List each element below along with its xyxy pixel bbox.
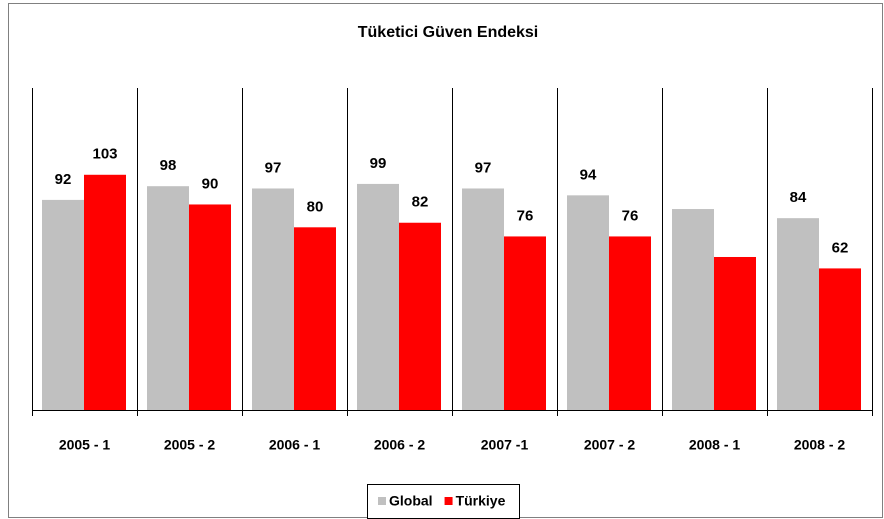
bar	[357, 183, 399, 410]
x-tick-label: 2007 - 2	[584, 437, 636, 453]
bar	[462, 188, 504, 410]
data-label: 97	[265, 159, 282, 176]
bar	[399, 222, 441, 410]
bar	[609, 236, 651, 410]
legend-swatch	[378, 497, 386, 505]
bar	[672, 209, 714, 410]
data-label: 82	[412, 194, 429, 211]
chart-title: Tüketici Güven Endeksi	[358, 24, 539, 41]
data-label: 97	[475, 159, 492, 176]
bar	[567, 195, 609, 410]
x-tick-label: 2006 - 1	[269, 437, 321, 453]
bar	[777, 218, 819, 410]
bar	[147, 186, 189, 410]
data-label: 62	[832, 239, 849, 256]
legend-box	[367, 484, 520, 519]
bar	[819, 268, 861, 410]
x-tick-label: 2006 - 2	[374, 437, 426, 453]
bar	[42, 199, 84, 410]
x-tick-label: 2008 - 2	[794, 437, 846, 453]
legend-label: Türkiye	[456, 493, 506, 509]
data-label: 99	[370, 155, 387, 172]
data-label: 76	[517, 207, 534, 224]
x-tick-label: 2007 -1	[481, 437, 529, 453]
legend-swatch	[444, 497, 453, 505]
legend-label: Global	[389, 493, 433, 509]
x-tick-label: 2008 - 1	[689, 437, 741, 453]
data-label: 98	[160, 157, 177, 174]
data-label: 103	[92, 146, 117, 163]
bar	[294, 227, 336, 410]
data-label: 84	[790, 189, 807, 206]
bar	[504, 236, 546, 410]
x-tick-label: 2005 - 2	[164, 437, 216, 453]
bar	[84, 174, 126, 410]
data-label: 94	[580, 166, 597, 183]
bar	[189, 204, 231, 410]
data-label: 92	[55, 171, 72, 188]
bar	[252, 188, 294, 410]
bar	[714, 256, 756, 410]
data-label: 90	[202, 175, 219, 192]
data-label: 80	[307, 198, 324, 215]
data-label: 76	[622, 207, 639, 224]
x-tick-label: 2005 - 1	[59, 437, 111, 453]
